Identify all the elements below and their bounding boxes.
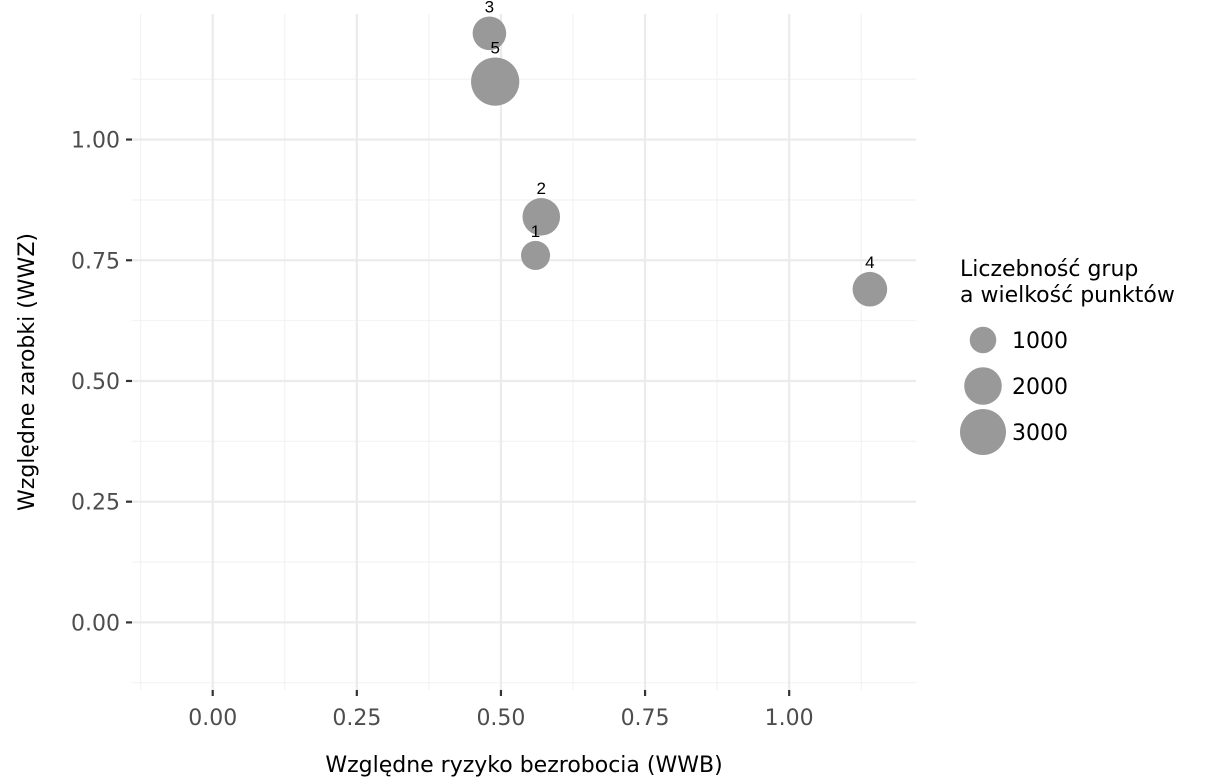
point-label-5: 5 <box>490 38 499 57</box>
data-point-4 <box>852 271 888 307</box>
legend-label-2000: 2000 <box>1012 375 1068 400</box>
x-tick-label: 0.50 <box>476 706 525 731</box>
y-tick-label: 0.75 <box>71 249 120 274</box>
minor-gridlines <box>132 14 916 690</box>
x-tick-label: 0.75 <box>621 706 670 731</box>
y-axis-title: Względne zarobki (WWZ) <box>15 233 40 511</box>
data-point-1 <box>520 240 551 270</box>
x-tick-label: 1.00 <box>765 706 814 731</box>
legend-label-3000: 3000 <box>1012 421 1068 446</box>
point-label-1: 1 <box>531 222 540 241</box>
data-point-2 <box>522 198 561 236</box>
point-label-4: 4 <box>865 253 874 272</box>
legend-title-line: a wielkość punktów <box>960 283 1175 308</box>
point-labels: 1 2 3 4 5 <box>485 0 875 272</box>
legend-title-line: Liczebność grup <box>960 257 1138 282</box>
data-point-5 <box>471 57 520 106</box>
y-tick-label: 0.25 <box>71 491 120 516</box>
x-tick-label: 0.25 <box>332 706 381 731</box>
point-label-3: 3 <box>485 0 494 17</box>
data-point-3 <box>472 16 507 51</box>
x-tick-label: 0.00 <box>188 706 237 731</box>
x-axis-title: Względne ryzyko bezrobocia (WWB) <box>325 753 722 778</box>
legend-key-3000 <box>959 408 1007 456</box>
legend-label-1000: 1000 <box>1012 329 1068 354</box>
legend-key-2000 <box>964 367 1002 405</box>
data-points <box>471 16 888 307</box>
y-tick-label: 0.50 <box>71 370 120 395</box>
y-tick-label: 0.00 <box>71 611 120 636</box>
point-label-2: 2 <box>537 179 546 198</box>
legend-key-1000 <box>969 326 997 354</box>
major-gridlines <box>132 14 916 690</box>
y-tick-label: 1.00 <box>71 129 120 154</box>
axis-ticks: 0.00 0.25 0.50 0.75 1.00 0.00 0.25 0.50 0.75 1.00 <box>71 129 814 731</box>
